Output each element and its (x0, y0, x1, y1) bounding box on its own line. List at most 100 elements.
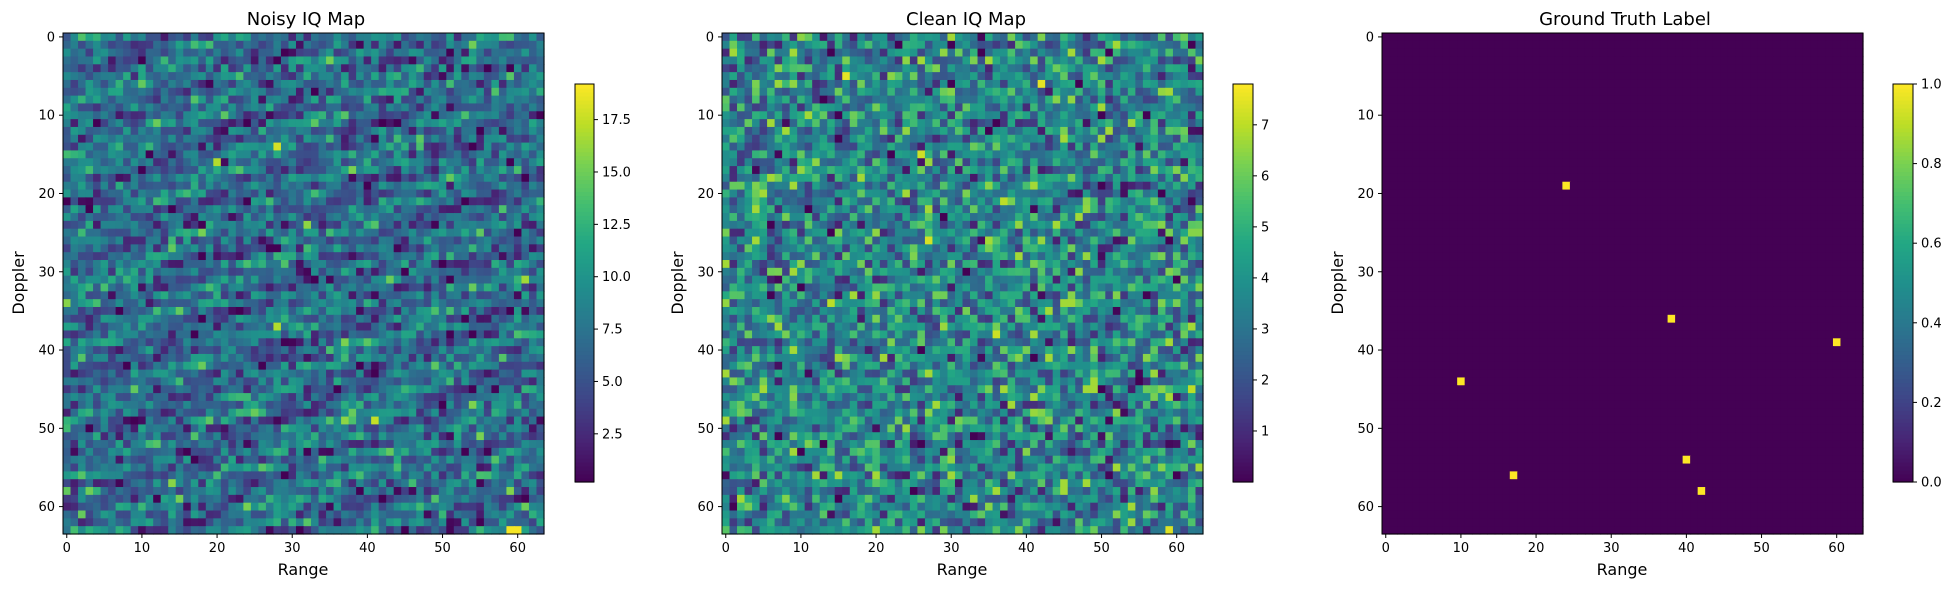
heatmap-cell (1082, 48, 1091, 58)
heatmap-cell (280, 72, 290, 81)
heatmap-cell (521, 252, 530, 261)
heatmap-cell (985, 72, 994, 81)
y-tick-label: 50 (38, 422, 55, 437)
heatmap-cell (168, 48, 177, 58)
heatmap-cell (108, 283, 117, 292)
heatmap-cell (468, 103, 477, 112)
heatmap-cell (85, 189, 94, 198)
heatmap-cell (205, 455, 214, 465)
heatmap-cell (175, 142, 184, 152)
heatmap-cell (220, 95, 229, 105)
heatmap-cell (468, 322, 477, 332)
heatmap-cell (295, 338, 305, 347)
heatmap-cell (235, 213, 244, 222)
heatmap-cell (198, 111, 207, 120)
heatmap-cell (348, 189, 357, 198)
heatmap-cell (408, 487, 417, 496)
heatmap-cell (258, 471, 267, 480)
heatmap-cell (521, 283, 530, 292)
heatmap-cell (198, 353, 207, 363)
heatmap-cell (752, 40, 761, 50)
heatmap-cell (491, 40, 500, 50)
heatmap-cell (431, 330, 440, 339)
heatmap-cell (371, 299, 380, 308)
heatmap-cell (491, 400, 500, 410)
heatmap-cell (521, 72, 530, 81)
heatmap-cell (273, 479, 282, 488)
heatmap-cell (168, 518, 177, 527)
heatmap-cell (198, 400, 207, 410)
heatmap-cell (160, 440, 169, 449)
heatmap-cell (536, 197, 545, 206)
heatmap-cell (386, 424, 395, 433)
heatmap-cell (962, 56, 971, 65)
heatmap-cell (160, 228, 169, 238)
heatmap-cell (453, 455, 462, 465)
heatmap-cell (273, 487, 282, 496)
heatmap-cell (453, 424, 462, 433)
heatmap-cell (356, 322, 365, 332)
heatmap-cell (280, 87, 290, 97)
colorbar-gradient-segment (575, 199, 594, 204)
heatmap-cell (295, 440, 305, 449)
heatmap-cell (168, 346, 177, 355)
heatmap-cell (280, 56, 290, 65)
heatmap-cell (183, 48, 192, 58)
heatmap-cell (168, 291, 177, 300)
heatmap-cell (423, 400, 432, 410)
heatmap-cell (250, 267, 260, 277)
heatmap-cell (461, 283, 470, 292)
heatmap-cell (401, 48, 410, 58)
heatmap-cell (220, 377, 229, 386)
heatmap-cell (536, 119, 545, 128)
heatmap-cell (431, 213, 440, 222)
heatmap-cell (939, 103, 949, 112)
heatmap-cell (250, 252, 260, 261)
heatmap-cell (333, 189, 342, 198)
heatmap-cell (70, 103, 79, 112)
heatmap-cell (235, 72, 244, 81)
heatmap-cell (213, 150, 222, 159)
heatmap-cell (401, 346, 410, 355)
heatmap-cell (483, 455, 492, 465)
heatmap-cell (408, 369, 417, 379)
heatmap-cell (506, 111, 515, 120)
heatmap-cell (341, 479, 350, 488)
heatmap-cell (491, 213, 500, 222)
heatmap-cell (213, 416, 222, 426)
heatmap-cell (536, 314, 545, 324)
heatmap-cell (311, 408, 320, 418)
heatmap-cell (371, 361, 380, 371)
colorbar-gradient-segment (575, 87, 594, 93)
heatmap-cell (198, 291, 207, 300)
heatmap-cell (303, 275, 312, 285)
heatmap-cell (258, 40, 267, 50)
heatmap-cell (258, 487, 267, 496)
heatmap-cell (235, 103, 244, 112)
heatmap-cell (115, 64, 124, 73)
heatmap-cell (130, 158, 139, 167)
heatmap-cell (273, 79, 282, 89)
heatmap-cell (228, 181, 237, 191)
heatmap-cell (183, 416, 192, 426)
heatmap-cell (243, 197, 252, 206)
heatmap-cell (153, 510, 162, 519)
colorbar-gradient-segment (575, 390, 594, 396)
heatmap-cell (213, 72, 222, 81)
heatmap-cell (273, 346, 282, 355)
heatmap-cell (311, 213, 320, 222)
heatmap-cell (468, 299, 477, 308)
heatmap-cell (528, 314, 538, 324)
heatmap-cell (356, 408, 365, 418)
heatmap-cell (476, 400, 485, 410)
heatmap-cell (153, 455, 162, 465)
heatmap-cell (333, 142, 342, 152)
heatmap-cell (917, 111, 926, 120)
heatmap-cell (416, 166, 425, 175)
heatmap-cell (729, 103, 738, 112)
heatmap-cell (250, 353, 260, 363)
heatmap-cell (453, 322, 462, 332)
heatmap-cell (228, 463, 237, 472)
heatmap-cell (536, 56, 545, 65)
